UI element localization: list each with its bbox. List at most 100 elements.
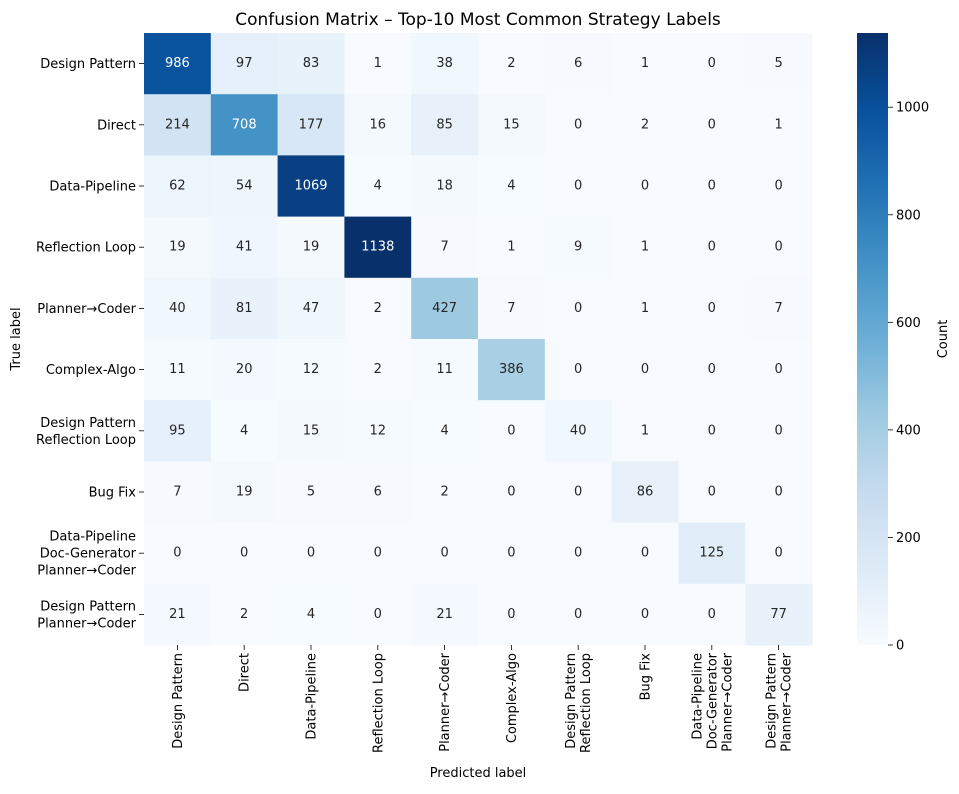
cell-label-r3-c4: 7 xyxy=(440,240,448,255)
cell-label-r8-c0: 0 xyxy=(173,546,181,561)
cell-label-r5-c2: 12 xyxy=(303,362,320,377)
cell-label-r7-c5: 0 xyxy=(507,485,515,500)
heatmap-cell-r3-c8 xyxy=(678,216,746,279)
heatmap-cell-r9-c7 xyxy=(611,583,679,646)
heatmap-cell-r3-c2 xyxy=(277,216,345,279)
x-tick-label-4: Planner→Coder xyxy=(438,652,453,751)
heatmap-cell-r8-c5 xyxy=(478,522,546,585)
cell-label-r4-c7: 1 xyxy=(641,301,649,316)
cell-label-r4-c6: 0 xyxy=(574,301,582,316)
heatmap-cell-r5-c2 xyxy=(277,339,345,401)
heatmap-cell-r8-c4 xyxy=(411,522,479,585)
cell-label-r5-c7: 0 xyxy=(641,362,649,377)
heatmap-cell-r6-c6 xyxy=(544,400,613,462)
heatmap-cell-r2-c4 xyxy=(411,155,479,218)
cell-label-r7-c3: 6 xyxy=(374,485,382,500)
heatmap-cell-r5-c3 xyxy=(344,339,412,401)
heatmap-cell-r1-c4 xyxy=(411,94,479,156)
x-tick-label-9: Design PatternPlanner→Coder xyxy=(765,652,795,751)
y-axis-label: True label xyxy=(9,307,24,371)
cell-label-r3-c8: 0 xyxy=(708,240,716,255)
heatmap-cell-r9-c0 xyxy=(144,583,212,646)
cell-label-r6-c8: 0 xyxy=(708,423,716,438)
cell-label-r9-c0: 21 xyxy=(169,607,186,622)
cell-label-r0-c0: 986 xyxy=(165,56,190,71)
cell-label-r6-c1: 4 xyxy=(240,423,248,438)
colorbar-ticks: 0 200 400 600 800 1000 xyxy=(888,101,929,654)
heatmap-cell-r5-c1 xyxy=(210,339,279,401)
heatmap-cell-r4-c6 xyxy=(544,277,613,340)
heatmap-cell-r5-c7 xyxy=(611,339,679,401)
heatmap-cell-r2-c2 xyxy=(277,155,345,218)
heatmap-cell-r8-c8 xyxy=(678,522,746,585)
x-tick-label-6: Design PatternReflection Loop xyxy=(564,653,594,753)
heatmap-cell-r7-c6 xyxy=(544,461,613,524)
cell-label-r6-c6: 40 xyxy=(570,423,587,438)
cell-label-r1-c5: 15 xyxy=(503,117,520,132)
x-tick-label-7: Bug Fix xyxy=(639,653,654,701)
heatmap-cell-r9-c8 xyxy=(678,583,746,646)
cell-label-r8-c1: 0 xyxy=(240,546,248,561)
cell-label-r3-c6: 9 xyxy=(574,240,582,255)
cell-label-r2-c6: 0 xyxy=(574,179,582,194)
heatmap-cell-r9-c4 xyxy=(411,583,479,646)
heatmap-cell-r8-c3 xyxy=(344,522,412,585)
cell-label-r7-c9: 0 xyxy=(774,485,782,500)
heatmap-cell-r3-c7 xyxy=(611,216,679,279)
cell-label-r9-c9: 77 xyxy=(770,607,787,622)
heatmap-cell-r4-c2 xyxy=(277,277,345,340)
colorbar-tick-label-0: 0 xyxy=(896,639,904,654)
heatmap-cell-r2-c3 xyxy=(344,155,412,218)
cell-label-r6-c3: 12 xyxy=(370,423,387,438)
heatmap-cell-r0-c9 xyxy=(745,33,813,95)
cell-label-r0-c9: 5 xyxy=(774,56,782,71)
heatmap-cell-r1-c2 xyxy=(277,94,345,156)
cell-label-r4-c4: 427 xyxy=(432,301,457,316)
cell-label-r5-c1: 20 xyxy=(236,362,253,377)
heatmap-cell-r1-c7 xyxy=(611,94,679,156)
cell-label-r8-c8: 125 xyxy=(699,546,724,561)
cell-label-r8-c4: 0 xyxy=(440,546,448,561)
heatmap-cell-r0-c4 xyxy=(411,33,479,95)
cell-label-r4-c9: 7 xyxy=(774,301,782,316)
heatmap-cell-r9-c1 xyxy=(210,583,279,646)
x-tick-label-3: Reflection Loop xyxy=(371,653,386,753)
cell-label-r7-c7: 86 xyxy=(637,485,654,500)
chart-title: Confusion Matrix – Top-10 Most Common St… xyxy=(235,10,721,30)
heatmap-cell-r7-c7 xyxy=(611,461,679,524)
cell-label-r9-c6: 0 xyxy=(574,607,582,622)
heatmap-cell-r5-c5 xyxy=(478,339,546,401)
cell-label-r5-c5: 386 xyxy=(499,362,524,377)
heatmap-cell-r0-c7 xyxy=(611,33,679,95)
cell-label-r5-c6: 0 xyxy=(574,362,582,377)
cell-label-r2-c8: 0 xyxy=(708,179,716,194)
heatmap-cell-r2-c0 xyxy=(144,155,212,218)
x-tick-label-0: Design Pattern xyxy=(171,653,186,749)
cell-label-r5-c4: 11 xyxy=(436,362,453,377)
heatmap-cell-r1-c8 xyxy=(678,94,746,156)
heatmap-cell-r2-c7 xyxy=(611,155,679,218)
cell-label-r8-c6: 0 xyxy=(574,546,582,561)
cell-label-r7-c8: 0 xyxy=(708,485,716,500)
cell-label-r0-c2: 83 xyxy=(303,56,320,71)
heatmap-cell-r9-c5 xyxy=(478,583,546,646)
heatmap-cell-r0-c1 xyxy=(210,33,279,95)
colorbar xyxy=(857,33,888,645)
cell-label-r9-c2: 4 xyxy=(307,607,315,622)
x-tick-label-1: Direct xyxy=(238,653,253,692)
cell-label-r2-c0: 62 xyxy=(169,179,186,194)
cell-label-r3-c2: 19 xyxy=(303,240,320,255)
x-axis-label: Predicted label xyxy=(430,766,527,781)
x-axis-ticks: Design Pattern Direct Data-Pipeline Reflect… xyxy=(171,645,795,753)
cell-label-r6-c9: 0 xyxy=(774,423,782,438)
heatmap-cell-r9-c9 xyxy=(745,583,813,646)
cell-label-r3-c0: 19 xyxy=(169,240,186,255)
heatmap-cell-r6-c3 xyxy=(344,400,412,462)
colorbar-tick-label-3: 600 xyxy=(896,316,921,331)
heatmap-cell-r6-c5 xyxy=(478,400,546,462)
cell-label-r2-c5: 4 xyxy=(507,179,515,194)
cell-label-r9-c1: 2 xyxy=(240,607,248,622)
x-tick-label-2: Data-Pipeline xyxy=(305,653,320,740)
